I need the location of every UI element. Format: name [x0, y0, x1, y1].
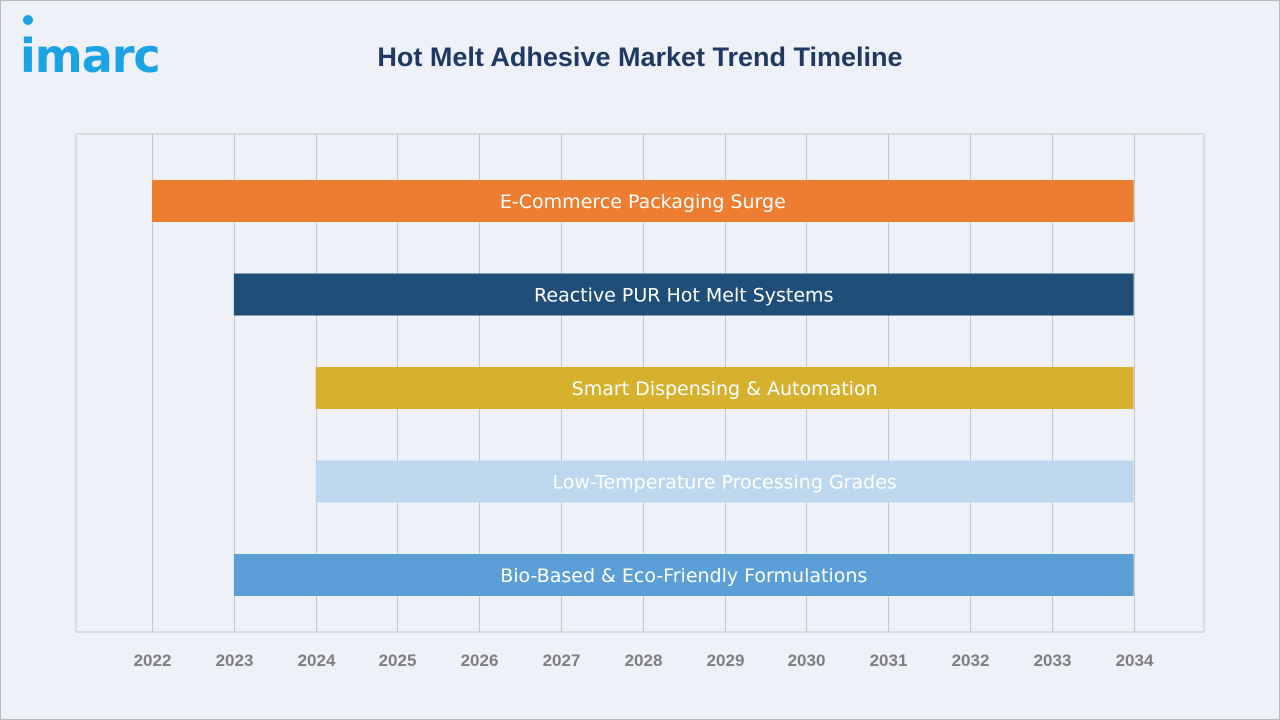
timeline-bar-4 [315, 460, 1134, 503]
bars [152, 180, 1134, 596]
plot-area [75, 133, 1205, 633]
timeline-bar-3 [315, 367, 1134, 409]
timeline-bar-2 [233, 273, 1134, 316]
timeline-bar-5 [233, 554, 1134, 596]
x-tick-label-2030: 2030 [788, 651, 826, 670]
bar-label-5: Bio-Based & Eco-Friendly Formulations [500, 565, 867, 587]
bar-labels: E-Commerce Packaging Surge Reactive PUR H… [500, 191, 897, 587]
x-tick-label-2029: 2029 [707, 651, 745, 670]
x-tick-label-2026: 2026 [461, 651, 499, 670]
chart-title-text: Hot Melt Adhesive Market Trend Timeline [377, 42, 903, 72]
x-tick-label-2025: 2025 [379, 651, 417, 670]
bar-label-4: Low-Temperature Processing Grades [553, 472, 897, 494]
x-tick-label-2023: 2023 [216, 651, 254, 670]
imarc-logo: imarc [20, 15, 161, 83]
x-tick-label-2034: 2034 [1116, 651, 1154, 670]
x-tick-label-2028: 2028 [625, 651, 663, 670]
x-tick-label-2022: 2022 [134, 651, 172, 670]
x-tick-label-2032: 2032 [952, 651, 990, 670]
x-tick-label-2027: 2027 [543, 651, 581, 670]
logo-dot [23, 15, 33, 25]
bar-label-2: Reactive PUR Hot Melt Systems [534, 285, 833, 307]
x-tick-label-2031: 2031 [870, 651, 908, 670]
timeline-bar-1 [152, 180, 1134, 222]
plot-border [75, 133, 1205, 633]
logo-text: imarc [20, 29, 160, 83]
tick-labels: 2022 2023 2024 2025 2026 2027 2028 2029 2030 2031… [134, 651, 1154, 670]
x-tick-label-2033: 2033 [1034, 651, 1072, 670]
x-tick-label-2024: 2024 [298, 651, 336, 670]
chart-title: Hot Melt Adhesive Market Trend Timeline [0, 42, 1280, 73]
bar-label-3: Smart Dispensing & Automation [572, 378, 878, 400]
bar-label-1: E-Commerce Packaging Surge [500, 191, 786, 213]
